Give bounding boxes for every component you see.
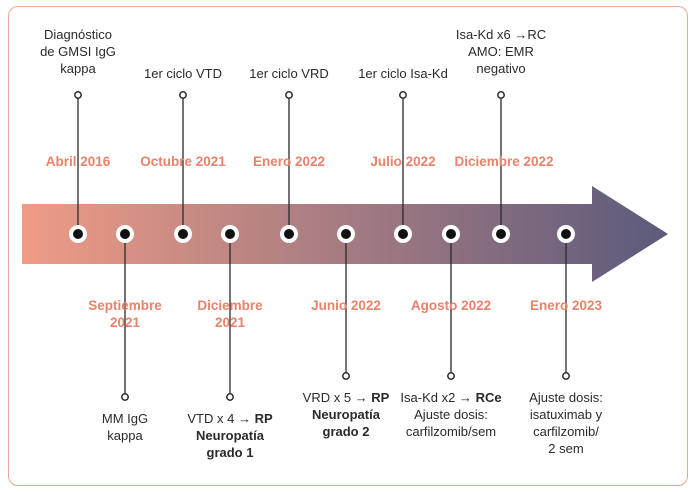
date-line: Agosto 2022 [410, 298, 492, 313]
event-line: carfilzomib/ [533, 424, 599, 439]
event-label: Isa-Kd x6 →RC AMO: EMR negativo [456, 26, 546, 77]
event-label: 1er ciclo Isa-Kd [358, 65, 448, 82]
event-line: grado 1 [206, 445, 254, 460]
milestone-dot-center [120, 229, 130, 239]
date-line: Diciembre [197, 298, 263, 313]
milestone-dot-center [496, 229, 506, 239]
end-dot [342, 372, 350, 380]
event-line: 1er ciclo Isa-Kd [358, 66, 448, 81]
date-label: Junio 2022 [311, 297, 381, 314]
date-line: 2021 [214, 315, 246, 330]
end-dot [226, 393, 234, 401]
date-label: Enero 2022 [252, 154, 326, 169]
date-line: Junio 2022 [311, 298, 381, 313]
event-text: VRD x 5 → [302, 390, 372, 405]
response-label: RCe [475, 390, 502, 405]
milestone-dot-center [284, 229, 294, 239]
milestone-dot-center [341, 229, 351, 239]
event-line: isatuximab y [529, 407, 603, 422]
event-label: Ajuste dosis: isatuximab y carfilzomib/ … [529, 389, 603, 457]
event-line: AMO: EMR [468, 44, 534, 59]
connector-lines [77, 95, 567, 397]
event-line: 1er ciclo VTD [143, 66, 223, 81]
event-label: 1er ciclo VRD [249, 65, 328, 82]
event-line: kappa [107, 428, 143, 443]
event-text: Isa-Kd x2 → [400, 390, 476, 405]
event-line: grado 2 [322, 424, 370, 439]
event-line: VTD x 4 → RP [187, 410, 272, 427]
end-dot [285, 91, 293, 99]
date-label: Enero 2023 [530, 297, 602, 314]
event-line: 1er ciclo VRD [249, 66, 329, 81]
milestone-dot-center [446, 229, 456, 239]
event-line: negativo [476, 61, 526, 76]
event-label: VTD x 4 → RP Neuropatía grado 1 [187, 410, 272, 461]
event-label: VRD x 5 → RP Neuropatía grado 2 [303, 389, 390, 440]
end-dot [497, 91, 505, 99]
response-label: RP [371, 390, 390, 405]
end-dot [74, 91, 82, 99]
event-line: VRD x 5 → RP [303, 389, 390, 406]
date-label: Agosto 2022 [411, 297, 491, 314]
event-line: Diagnóstico [44, 27, 112, 42]
milestone-dot-center [398, 229, 408, 239]
event-line: Neuropatía [312, 407, 380, 422]
response-label: RP [254, 411, 273, 426]
date-label: Julio 2022 [370, 154, 436, 169]
event-line: MM IgG [101, 411, 149, 426]
end-dot [562, 372, 570, 380]
event-line: Isa-Kd x6 →RC [455, 27, 547, 42]
date-label: Septiembre 2021 [88, 297, 162, 331]
date-label: Diciembre 2022 [454, 154, 554, 169]
event-text: VTD x 4 → [187, 411, 255, 426]
event-line: de GMSI IgG [40, 44, 116, 59]
event-line: carfilzomib/sem [405, 424, 497, 439]
event-line: Ajuste dosis: [529, 390, 603, 405]
event-label: Diagnóstico de GMSI IgG kappa [40, 26, 116, 77]
milestone-dot-center [225, 229, 235, 239]
event-line: Neuropatía [196, 428, 264, 443]
event-label: MM IgG kappa [102, 410, 148, 444]
date-line: Enero 2023 [529, 298, 603, 313]
end-dot [399, 91, 407, 99]
date-label: Octubre 2021 [140, 154, 226, 169]
date-label: Abril 2016 [45, 154, 111, 169]
timeline-frame [8, 6, 688, 486]
date-line: 2021 [109, 315, 141, 330]
milestone-dot-center [178, 229, 188, 239]
date-line: Septiembre [88, 298, 162, 313]
event-line: Ajuste dosis: [414, 407, 488, 422]
date-label: Diciembre 2021 [197, 297, 262, 331]
end-dot [121, 393, 129, 401]
end-dot [179, 91, 187, 99]
event-line: 2 sem [548, 441, 584, 456]
event-line: kappa [60, 61, 96, 76]
event-label: 1er ciclo VTD [144, 65, 222, 82]
end-dot [447, 372, 455, 380]
milestone-dot-center [561, 229, 571, 239]
milestone-dot-center [73, 229, 83, 239]
event-line: Isa-Kd x2 → RCe [400, 389, 501, 406]
event-label: Isa-Kd x2 → RCe Ajuste dosis: carfilzomi… [400, 389, 501, 440]
